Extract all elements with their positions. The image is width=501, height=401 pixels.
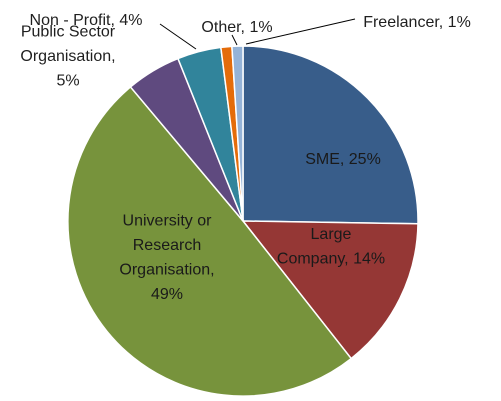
- data-label-nonprofit: Non - Profit, 4%: [30, 12, 143, 29]
- slices-group: [67, 45, 419, 397]
- pie-slice-uni: [67, 85, 353, 397]
- data-labels-group: SME, 25% Large Company, 14% University or Re…: [20, 12, 470, 303]
- data-label-public: Public Sector Organisation, 5%: [20, 24, 115, 90]
- pie-slice-large: [241, 220, 419, 360]
- pie-slice-freelancer: [231, 45, 244, 222]
- data-label-large: Large Company, 14%: [277, 226, 385, 267]
- data-label-freelancer: Freelancer, 1%: [363, 14, 471, 31]
- leader-line-other: [231, 34, 238, 46]
- data-label-sme: SME, 25%: [305, 151, 381, 168]
- leader-line-freelancer: [245, 18, 356, 45]
- data-label-other: Other, 1%: [201, 19, 272, 36]
- leader-lines-group: [159, 18, 356, 50]
- data-label-uni: University or Research Organisation, 49%: [119, 212, 214, 302]
- pie-slice-sme: [242, 45, 419, 225]
- leader-line-nonprofit: [159, 23, 197, 50]
